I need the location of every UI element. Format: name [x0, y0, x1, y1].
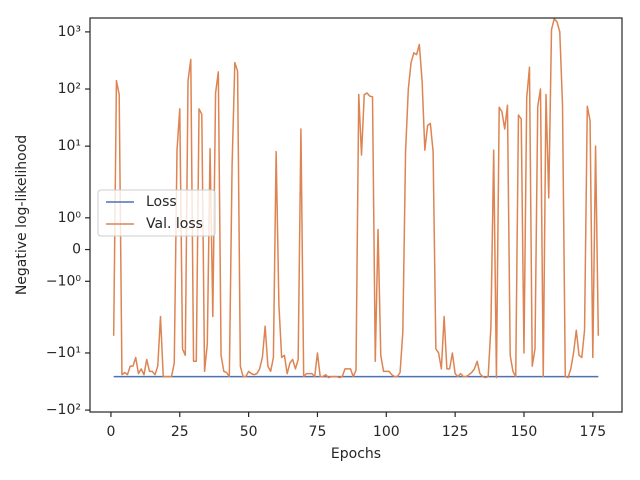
- x-axis-label: Epochs: [331, 446, 381, 462]
- y-tick-label: −10¹: [46, 345, 81, 361]
- y-tick-label: −10²: [46, 402, 81, 418]
- y-tick-label: 0: [72, 242, 81, 258]
- legend-label: Loss: [146, 194, 177, 210]
- y-tick-label: 10⁰: [58, 210, 82, 226]
- x-tick-label: 75: [309, 424, 327, 440]
- y-tick-label: −10⁰: [46, 273, 82, 289]
- y-tick-label: 10¹: [58, 138, 81, 154]
- x-tick-label: 175: [579, 424, 606, 440]
- legend-label: Val. loss: [146, 216, 203, 232]
- x-tick-label: 100: [373, 424, 400, 440]
- x-tick-label: 125: [442, 424, 469, 440]
- x-tick-label: 25: [171, 424, 189, 440]
- plot-frame: [89, 17, 623, 413]
- x-tick-label: 150: [511, 424, 538, 440]
- x-tick-label: 50: [240, 424, 258, 440]
- y-tick-label: 10³: [58, 24, 81, 40]
- y-tick-label: 10²: [58, 81, 81, 97]
- y-axis-label: Negative log-likelihood: [14, 135, 30, 295]
- x-tick-label: 0: [106, 424, 115, 440]
- series-line: [112, 17, 600, 379]
